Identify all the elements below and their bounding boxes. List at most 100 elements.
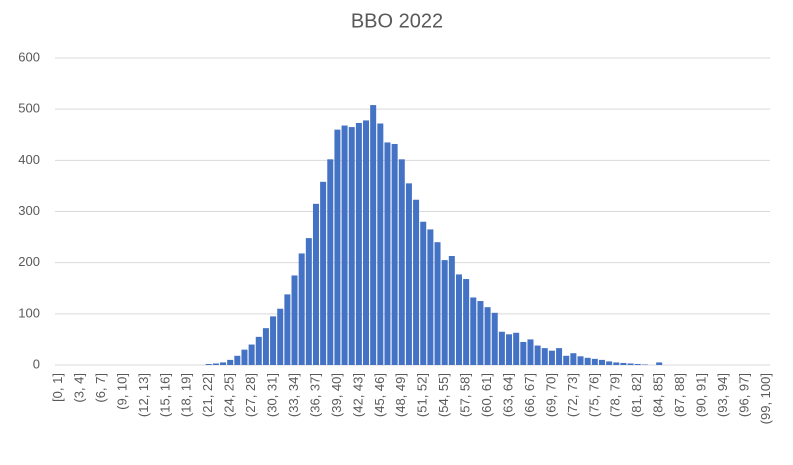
bar (377, 123, 384, 365)
bar (212, 363, 219, 365)
x-tick-label: (51, 52] (415, 373, 430, 417)
x-tick-label: (90, 91] (694, 373, 709, 417)
x-tick-label: (12, 13] (136, 373, 151, 417)
bar (255, 336, 262, 365)
bar (584, 357, 591, 365)
bar (434, 242, 441, 365)
bar (606, 361, 613, 365)
bar (620, 362, 627, 365)
bar (556, 348, 563, 365)
x-tick-label: (81, 82] (629, 373, 644, 417)
bar (348, 127, 355, 365)
y-tick-label: 200 (18, 254, 40, 269)
x-tick-label: (27, 28] (243, 373, 258, 417)
bar (513, 332, 520, 365)
x-tick-label: (69, 70] (543, 373, 558, 417)
bar (270, 316, 277, 365)
bar (498, 331, 505, 365)
bar (363, 120, 370, 365)
y-tick-label: 600 (18, 49, 40, 64)
x-tick-label: (96, 97] (736, 373, 751, 417)
bar (384, 142, 391, 365)
x-tick-label: (21, 22] (200, 373, 215, 417)
bar (391, 143, 398, 365)
bar (291, 275, 298, 365)
y-tick-label: 400 (18, 152, 40, 167)
bar (241, 349, 248, 365)
bar (355, 122, 362, 366)
bar (334, 129, 341, 365)
x-tick-label: (42, 43] (350, 373, 365, 417)
bar (427, 229, 434, 365)
x-tick-label: (66, 67] (522, 373, 537, 417)
x-tick-label: (3, 4] (71, 373, 86, 403)
x-tick-label: (15, 16] (157, 373, 172, 417)
bar (563, 355, 570, 365)
x-tick-label: (48, 49] (393, 373, 408, 417)
x-tick-label: (45, 46] (372, 373, 387, 417)
bar (312, 203, 319, 365)
bar (234, 355, 241, 365)
x-tick-label: (30, 31] (265, 373, 280, 417)
bar (506, 334, 513, 365)
bar (598, 359, 605, 365)
bar (570, 353, 577, 365)
bar (298, 253, 305, 365)
bar (463, 279, 470, 365)
x-tick-label: (99, 100] (758, 373, 773, 424)
bar (613, 362, 620, 365)
x-tick-label: (72, 73] (565, 373, 580, 417)
x-tick-label: (87, 88] (672, 373, 687, 417)
bar (420, 221, 427, 365)
bar (484, 307, 491, 365)
x-tick-label: (63, 64] (500, 373, 515, 417)
bar (634, 363, 641, 365)
bar (205, 363, 212, 365)
x-tick-label: (78, 79] (608, 373, 623, 417)
bar (641, 364, 648, 365)
bar (277, 308, 284, 365)
x-tick-label: (60, 61] (479, 373, 494, 417)
bar (627, 363, 634, 365)
chart-title: BBO 2022 (351, 10, 443, 32)
bar (248, 344, 255, 365)
bar (370, 105, 377, 365)
x-tick-label: (18, 19] (179, 373, 194, 417)
bar (577, 356, 584, 365)
bar (398, 159, 405, 365)
bar (491, 312, 498, 365)
bar (477, 301, 484, 365)
x-tick-label: (33, 34] (286, 373, 301, 417)
bar (327, 159, 334, 365)
bar (262, 328, 269, 365)
x-tick-label: (54, 55] (436, 373, 451, 417)
y-tick-label: 500 (18, 101, 40, 116)
bar (441, 260, 448, 365)
bar (405, 183, 412, 365)
x-tick-label: (75, 76] (586, 373, 601, 417)
bar (341, 125, 348, 365)
bar (548, 350, 555, 365)
bar (320, 181, 327, 365)
bar (284, 294, 291, 365)
bar (413, 199, 420, 365)
bar (470, 297, 477, 365)
bar (448, 256, 455, 365)
y-tick-label: 100 (18, 305, 40, 320)
x-tick-label: (84, 85] (651, 373, 666, 417)
x-tick-label: (9, 10] (114, 373, 129, 410)
bar (656, 362, 663, 365)
x-tick-label: (6, 7] (93, 373, 108, 403)
x-tick-label: (57, 58] (458, 373, 473, 417)
y-tick-label: 300 (18, 203, 40, 218)
bar (520, 341, 527, 365)
x-tick-label: (24, 25] (222, 373, 237, 417)
bar (527, 339, 534, 365)
bar (305, 238, 312, 365)
bar (591, 358, 598, 365)
x-tick-label: [0, 1] (50, 373, 65, 402)
y-tick-label: 0 (33, 356, 40, 371)
x-tick-label: (39, 40] (329, 373, 344, 417)
bar (220, 362, 227, 365)
